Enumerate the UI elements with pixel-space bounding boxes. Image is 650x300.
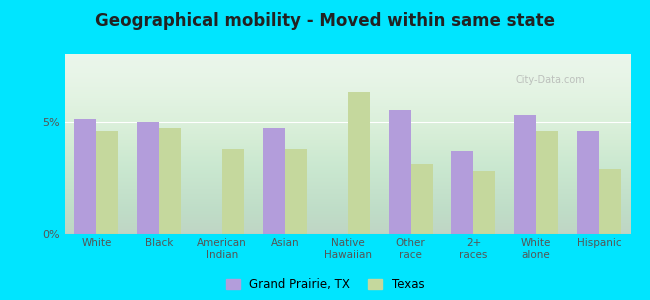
Bar — [536, 130, 558, 234]
Bar — [222, 148, 244, 234]
Bar — [473, 171, 495, 234]
Bar — [389, 110, 411, 234]
Text: City-Data.com: City-Data.com — [515, 75, 585, 85]
Bar — [451, 151, 473, 234]
Bar — [348, 92, 370, 234]
Legend: Grand Prairie, TX, Texas: Grand Prairie, TX, Texas — [226, 278, 424, 291]
Bar — [74, 119, 96, 234]
Bar — [514, 115, 536, 234]
Bar — [263, 128, 285, 234]
Bar — [96, 130, 118, 234]
Bar — [599, 169, 621, 234]
Text: Geographical mobility - Moved within same state: Geographical mobility - Moved within sam… — [95, 12, 555, 30]
Bar — [137, 122, 159, 234]
Bar — [411, 164, 432, 234]
Bar — [577, 130, 599, 234]
Bar — [159, 128, 181, 234]
Bar — [285, 148, 307, 234]
